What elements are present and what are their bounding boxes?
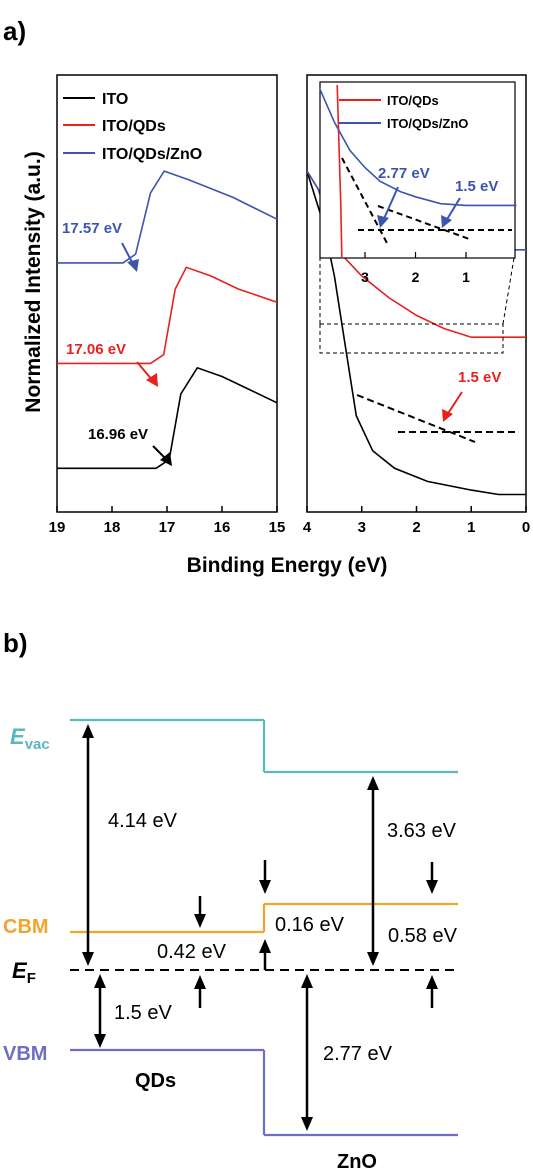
inset-tick-label: 3	[361, 269, 369, 285]
zoom-box	[319, 323, 504, 354]
arrowhead-15-top	[94, 974, 106, 988]
left-series-ito-qds	[57, 266, 278, 365]
arrow-inset-15	[445, 197, 461, 222]
qds-label: QDs	[135, 1070, 176, 1092]
right-tick-label: 4	[303, 519, 312, 536]
arrowhead-277-top	[301, 974, 313, 988]
zno-label: ZnO	[337, 1151, 377, 1173]
fit-line-qds-slope	[356, 394, 476, 443]
arrowhead-363-top	[367, 776, 379, 790]
arrowhead-inset-277	[377, 215, 389, 228]
arrowhead-ito-cutoff	[160, 452, 172, 466]
left-tick-label: 18	[104, 519, 121, 536]
vbm-label: VBM	[3, 1043, 47, 1065]
panel-a-label: a)	[3, 16, 26, 46]
arrowhead-inset-15	[441, 215, 452, 228]
left-tick-label: 19	[49, 519, 66, 536]
inset-legend-label-zno: ITO/QDs/ZnO	[387, 116, 468, 131]
right-tick-label: 1	[467, 519, 475, 536]
value-277: 2.77 eV	[323, 1043, 393, 1065]
inset-series-ito-qds-zno	[318, 88, 517, 207]
left-tick-label: 16	[214, 519, 231, 536]
annotation-qds-onset: 1.5 eV	[458, 369, 501, 386]
arrowhead-277-bottom	[301, 1117, 313, 1131]
arrowhead-016-down	[259, 880, 271, 894]
inset-series-ito-qds	[336, 84, 343, 258]
arrowhead-qds-cutoff	[146, 373, 158, 387]
inset-legend-label-qds: ITO/QDs	[387, 93, 439, 108]
arrowhead-042-up	[194, 975, 206, 989]
inset-tick-label: 1	[462, 269, 470, 285]
arrowhead-016-up	[259, 939, 271, 953]
inset-fit-slope-2	[377, 205, 473, 241]
annotation-inset-277: 2.77 eV	[378, 165, 430, 182]
arrow-qds-onset	[446, 391, 463, 416]
arrowhead-058-down	[426, 880, 438, 894]
annotation-ito-cutoff: 16.96 eV	[88, 426, 148, 443]
value-414: 4.14 eV	[108, 810, 178, 832]
y-axis-label: Normalized Intensity (a.u.)	[22, 151, 45, 412]
annotation-inset-15: 1.5 eV	[455, 178, 498, 195]
cbm-label: CBM	[3, 916, 49, 938]
right-tick-label: 3	[358, 519, 366, 536]
panel-b-label: b)	[3, 628, 28, 658]
ef-label: EF	[12, 958, 36, 987]
x-axis-label: Binding Energy (eV)	[187, 554, 388, 577]
left-tick-label: 17	[159, 519, 176, 536]
value-016: 0.16 eV	[275, 914, 345, 936]
right-tick-label: 0	[522, 519, 530, 536]
inset-tick-label: 2	[412, 269, 420, 285]
arrowhead-058-up	[426, 975, 438, 989]
legend-label-ito-qds-zno: ITO/QDs/ZnO	[102, 146, 202, 163]
legend-label-ito-qds: ITO/QDs	[102, 118, 166, 135]
arrow-inset-277	[382, 186, 399, 222]
annotation-zno-cutoff: 17.57 eV	[62, 220, 122, 237]
zoom-connector-right	[502, 257, 515, 325]
left-series-ito-qds-zno	[57, 170, 278, 264]
value-15: 1.5 eV	[114, 1002, 172, 1024]
legend: ITO ITO/QDs ITO/QDs/ZnO	[63, 91, 202, 163]
arrowhead-zno-cutoff	[127, 259, 139, 272]
value-042: 0.42 eV	[157, 941, 227, 963]
arrowhead-363-bottom	[367, 952, 379, 966]
arrowhead-qds-onset	[442, 409, 453, 422]
evac-label: Evac	[10, 724, 50, 753]
annotation-qds-cutoff: 17.06 eV	[66, 341, 126, 358]
value-363: 3.63 eV	[387, 820, 457, 842]
left-series-ito	[57, 366, 278, 470]
value-058: 0.58 eV	[388, 925, 458, 947]
left-tick-label: 15	[269, 519, 286, 536]
arrowhead-414-bottom	[82, 952, 94, 966]
legend-label-ito: ITO	[102, 91, 128, 108]
arrowhead-042-down	[194, 914, 206, 928]
inset-frame	[319, 81, 516, 259]
arrowhead-15-bottom	[94, 1034, 106, 1048]
right-tick-label: 2	[412, 519, 420, 536]
left-plot-frame	[56, 74, 278, 513]
arrowhead-414-top	[82, 724, 94, 738]
